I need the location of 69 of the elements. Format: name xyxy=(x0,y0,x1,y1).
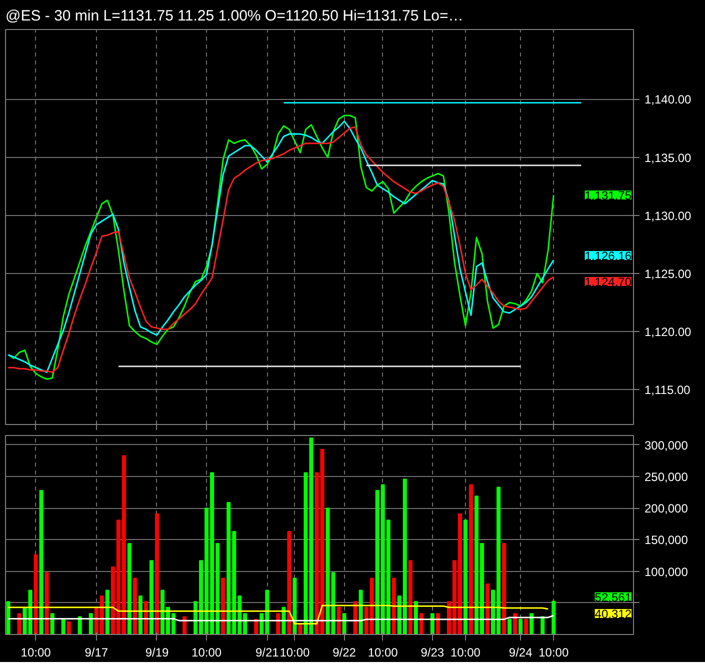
bar xyxy=(39,490,44,634)
y-tick-label: 250,000 xyxy=(644,470,688,484)
bar xyxy=(358,590,363,634)
bar xyxy=(144,601,148,634)
bar xyxy=(513,613,518,634)
bar xyxy=(392,578,396,634)
bar xyxy=(436,613,440,634)
bar xyxy=(287,531,292,634)
y-tick-label: 300,000 xyxy=(644,438,688,452)
x-tick-label: 10:00 xyxy=(538,646,569,660)
bar xyxy=(342,613,346,634)
y-tick-label: 1,140.00 xyxy=(644,92,692,107)
bar xyxy=(138,595,142,634)
bar xyxy=(468,484,474,634)
bar xyxy=(34,554,38,634)
x-tick-label: 9/19 xyxy=(145,646,169,660)
x-tick-label: 10:00 xyxy=(280,646,310,660)
x-tick-label: 10:00 xyxy=(450,646,481,660)
bar xyxy=(88,613,93,634)
x-tick-label: 9/23 xyxy=(420,646,444,660)
x-tick-label: 10:00 xyxy=(368,646,398,660)
x-tick-label: 9/22 xyxy=(332,646,356,660)
text: 1,131.75 xyxy=(584,188,632,203)
y-tick-label: 1,125.00 xyxy=(644,266,692,281)
text: 1,124.70 xyxy=(584,274,632,289)
bar xyxy=(419,613,424,634)
bar xyxy=(17,613,22,634)
bar xyxy=(408,560,412,634)
bar xyxy=(336,606,341,634)
y-tick-label: 1,135.00 xyxy=(644,150,692,165)
bar xyxy=(276,613,280,634)
bar xyxy=(502,543,506,634)
text: 52,561 xyxy=(594,590,632,604)
y-tick-label: 1,130.00 xyxy=(644,208,692,223)
y-tick-label: 1,120.00 xyxy=(644,325,692,340)
bar xyxy=(66,621,71,634)
x-tick-label: 10:00 xyxy=(192,646,222,660)
y-tick-label: 200,000 xyxy=(644,502,688,516)
bar xyxy=(414,601,418,634)
bar xyxy=(518,618,523,634)
bar xyxy=(486,583,490,634)
x-tick-label: 10:00 xyxy=(20,646,52,660)
bar xyxy=(61,618,66,634)
bar xyxy=(149,560,154,634)
bar xyxy=(50,613,54,634)
bar xyxy=(132,578,137,634)
bar xyxy=(524,618,528,634)
bar xyxy=(6,601,10,634)
text: 1,126.16 xyxy=(584,248,632,263)
bar xyxy=(127,543,132,634)
x-tick-label: 9/24 xyxy=(508,646,533,660)
bar xyxy=(552,600,556,634)
bar xyxy=(298,624,302,634)
bar xyxy=(530,613,534,634)
bar xyxy=(105,590,110,634)
chart-title: @ES - 30 min L=1131.75 11.25 1.00% O=1120.50 Hi=1131.75 Lo=… xyxy=(6,8,464,24)
bar xyxy=(463,520,468,634)
bar xyxy=(44,572,49,634)
y-tick-label: 100,000 xyxy=(644,564,688,579)
x-tick-label: 9/21 xyxy=(255,646,280,660)
bar xyxy=(221,578,226,634)
x-tick-label: 9/17 xyxy=(84,646,108,660)
bar xyxy=(508,618,512,634)
text: 40,312 xyxy=(594,607,632,622)
line-series xyxy=(8,604,549,625)
bar xyxy=(292,578,297,634)
y-tick-label: 150,000 xyxy=(644,533,688,548)
y-tick-label: 1,115.00 xyxy=(644,383,691,398)
bar xyxy=(154,513,160,634)
